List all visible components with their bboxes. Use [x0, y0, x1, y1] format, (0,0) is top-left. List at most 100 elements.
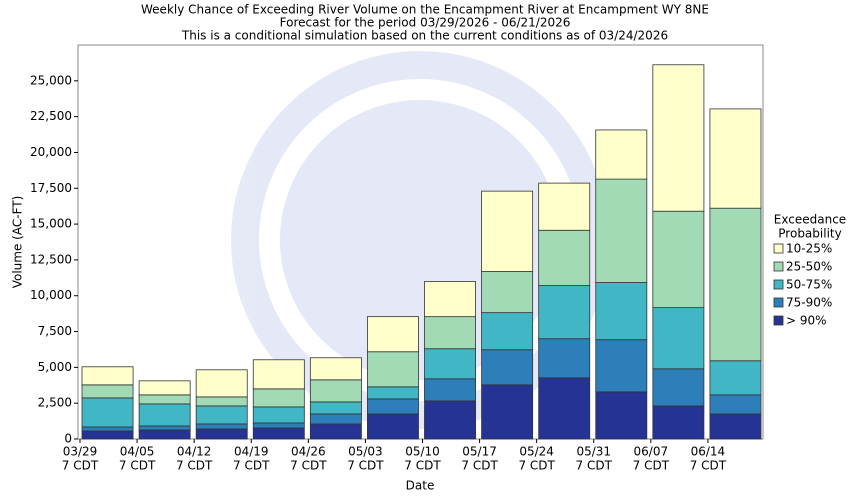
bar-segment: [652, 307, 705, 370]
x-tick-sublabel: 7 CDT: [518, 459, 555, 473]
bar-segment: [538, 229, 591, 286]
x-tick-sublabel: 7 CDT: [347, 459, 384, 473]
y-tick-label: 5,000: [38, 360, 72, 374]
x-tick-sublabel: 7 CDT: [176, 459, 213, 473]
legend-swatch: [773, 315, 784, 326]
bar-segment: [709, 413, 762, 440]
bar-segment: [538, 377, 591, 440]
x-tick-sublabel: 7 CDT: [404, 459, 441, 473]
legend-swatch: [773, 243, 784, 254]
bar-segment: [81, 430, 134, 440]
bar-segment: [424, 400, 476, 440]
plot-frame: [77, 44, 764, 440]
bar-segment: [709, 207, 762, 362]
y-tick-label: 15,000: [30, 217, 72, 231]
bar-segment: [252, 359, 305, 390]
y-tick-label: 25,000: [30, 73, 72, 87]
bar-segment: [367, 398, 419, 415]
bar-segment: [595, 178, 648, 283]
bar-segment: [138, 380, 191, 396]
legend-label: 10-25%: [786, 242, 832, 256]
legend-swatch: [773, 297, 784, 308]
bar-segment: [652, 210, 705, 309]
x-tick-label: 06/07: [634, 445, 669, 459]
bar-segment: [81, 366, 134, 386]
bar-segment: [481, 384, 534, 440]
x-tick-label: 04/12: [177, 445, 212, 459]
y-tick-label: 2,500: [38, 396, 72, 410]
bar-segment: [652, 368, 705, 407]
y-tick-label: 22,500: [30, 109, 72, 123]
x-tick-label: 05/03: [348, 445, 383, 459]
bar-segment: [309, 401, 362, 415]
chart-title: Weekly Chance of Exceeding River Volume …: [141, 3, 709, 17]
bar-segment: [424, 348, 476, 380]
bar-segment: [309, 413, 362, 425]
bar-segment: [138, 425, 191, 431]
x-tick-label: 05/17: [462, 445, 497, 459]
x-tick-label: 04/26: [291, 445, 326, 459]
y-tick-label: 12,500: [30, 252, 72, 266]
y-tick-label: 17,500: [30, 181, 72, 195]
y-tick-label: 10,000: [30, 288, 72, 302]
bar-segment: [195, 405, 248, 425]
bar-segment: [81, 397, 134, 428]
y-tick-label: 20,000: [30, 145, 72, 159]
legend-swatch: [773, 279, 784, 290]
bar-segment: [309, 423, 362, 440]
bar-segment: [595, 391, 648, 440]
legend-label: 25-50%: [786, 260, 832, 274]
bar-segment: [538, 285, 591, 340]
x-tick-sublabel: 7 CDT: [633, 459, 670, 473]
bar-segment: [252, 406, 305, 424]
y-axis-label: Volume (AC-FT): [11, 196, 25, 289]
bar-segment: [709, 360, 762, 396]
bar-segment: [595, 339, 648, 393]
bar-segment: [709, 108, 762, 209]
bar-segment: [195, 428, 248, 440]
bar-segment: [81, 426, 134, 432]
legend-label: 50-75%: [786, 278, 832, 292]
bar-segment: [652, 64, 705, 212]
bar-segment: [481, 349, 534, 386]
bar-segment: [138, 429, 191, 440]
bar-segment: [481, 271, 534, 314]
bar-segment: [367, 413, 419, 440]
legend-swatch: [773, 261, 784, 272]
x-tick-sublabel: 7 CDT: [62, 459, 99, 473]
bar-segment: [195, 396, 248, 407]
x-tick-sublabel: 7 CDT: [233, 459, 270, 473]
bar-segment: [195, 423, 248, 430]
bar-segment: [424, 316, 476, 350]
bar-segment: [252, 422, 305, 429]
x-tick-label: 06/14: [691, 445, 726, 459]
chart-subtitle: This is a conditional simulation based o…: [181, 29, 668, 43]
chart-subtitle: Forecast for the period 03/29/2026 - 06/…: [280, 16, 571, 30]
x-tick-label: 05/31: [576, 445, 611, 459]
x-tick-label: 04/05: [120, 445, 155, 459]
x-tick-label: 05/24: [519, 445, 554, 459]
x-tick-sublabel: 7 CDT: [461, 459, 498, 473]
x-tick-label: 05/10: [405, 445, 440, 459]
bar-segment: [138, 403, 191, 427]
legend-label: 75-90%: [786, 296, 832, 310]
bar-segment: [367, 351, 419, 388]
bar-segment: [595, 129, 648, 180]
x-axis-label: Date: [406, 479, 435, 493]
legend-label: > 90%: [786, 314, 827, 328]
bar-segment: [709, 394, 762, 415]
legend-title: Probability: [778, 227, 841, 241]
bar-segment: [138, 394, 191, 405]
bar-segment: [309, 357, 362, 381]
bar-segment: [538, 338, 591, 379]
bar-segment: [309, 379, 362, 403]
bar-segment: [595, 282, 648, 341]
bar-segment: [424, 378, 476, 402]
y-tick-label: 0: [64, 432, 72, 446]
x-tick-label: 03/29: [63, 445, 98, 459]
x-tick-sublabel: 7 CDT: [119, 459, 156, 473]
bar-segment: [424, 280, 476, 318]
x-tick-sublabel: 7 CDT: [576, 459, 613, 473]
legend-title: Exceedance: [774, 213, 846, 227]
